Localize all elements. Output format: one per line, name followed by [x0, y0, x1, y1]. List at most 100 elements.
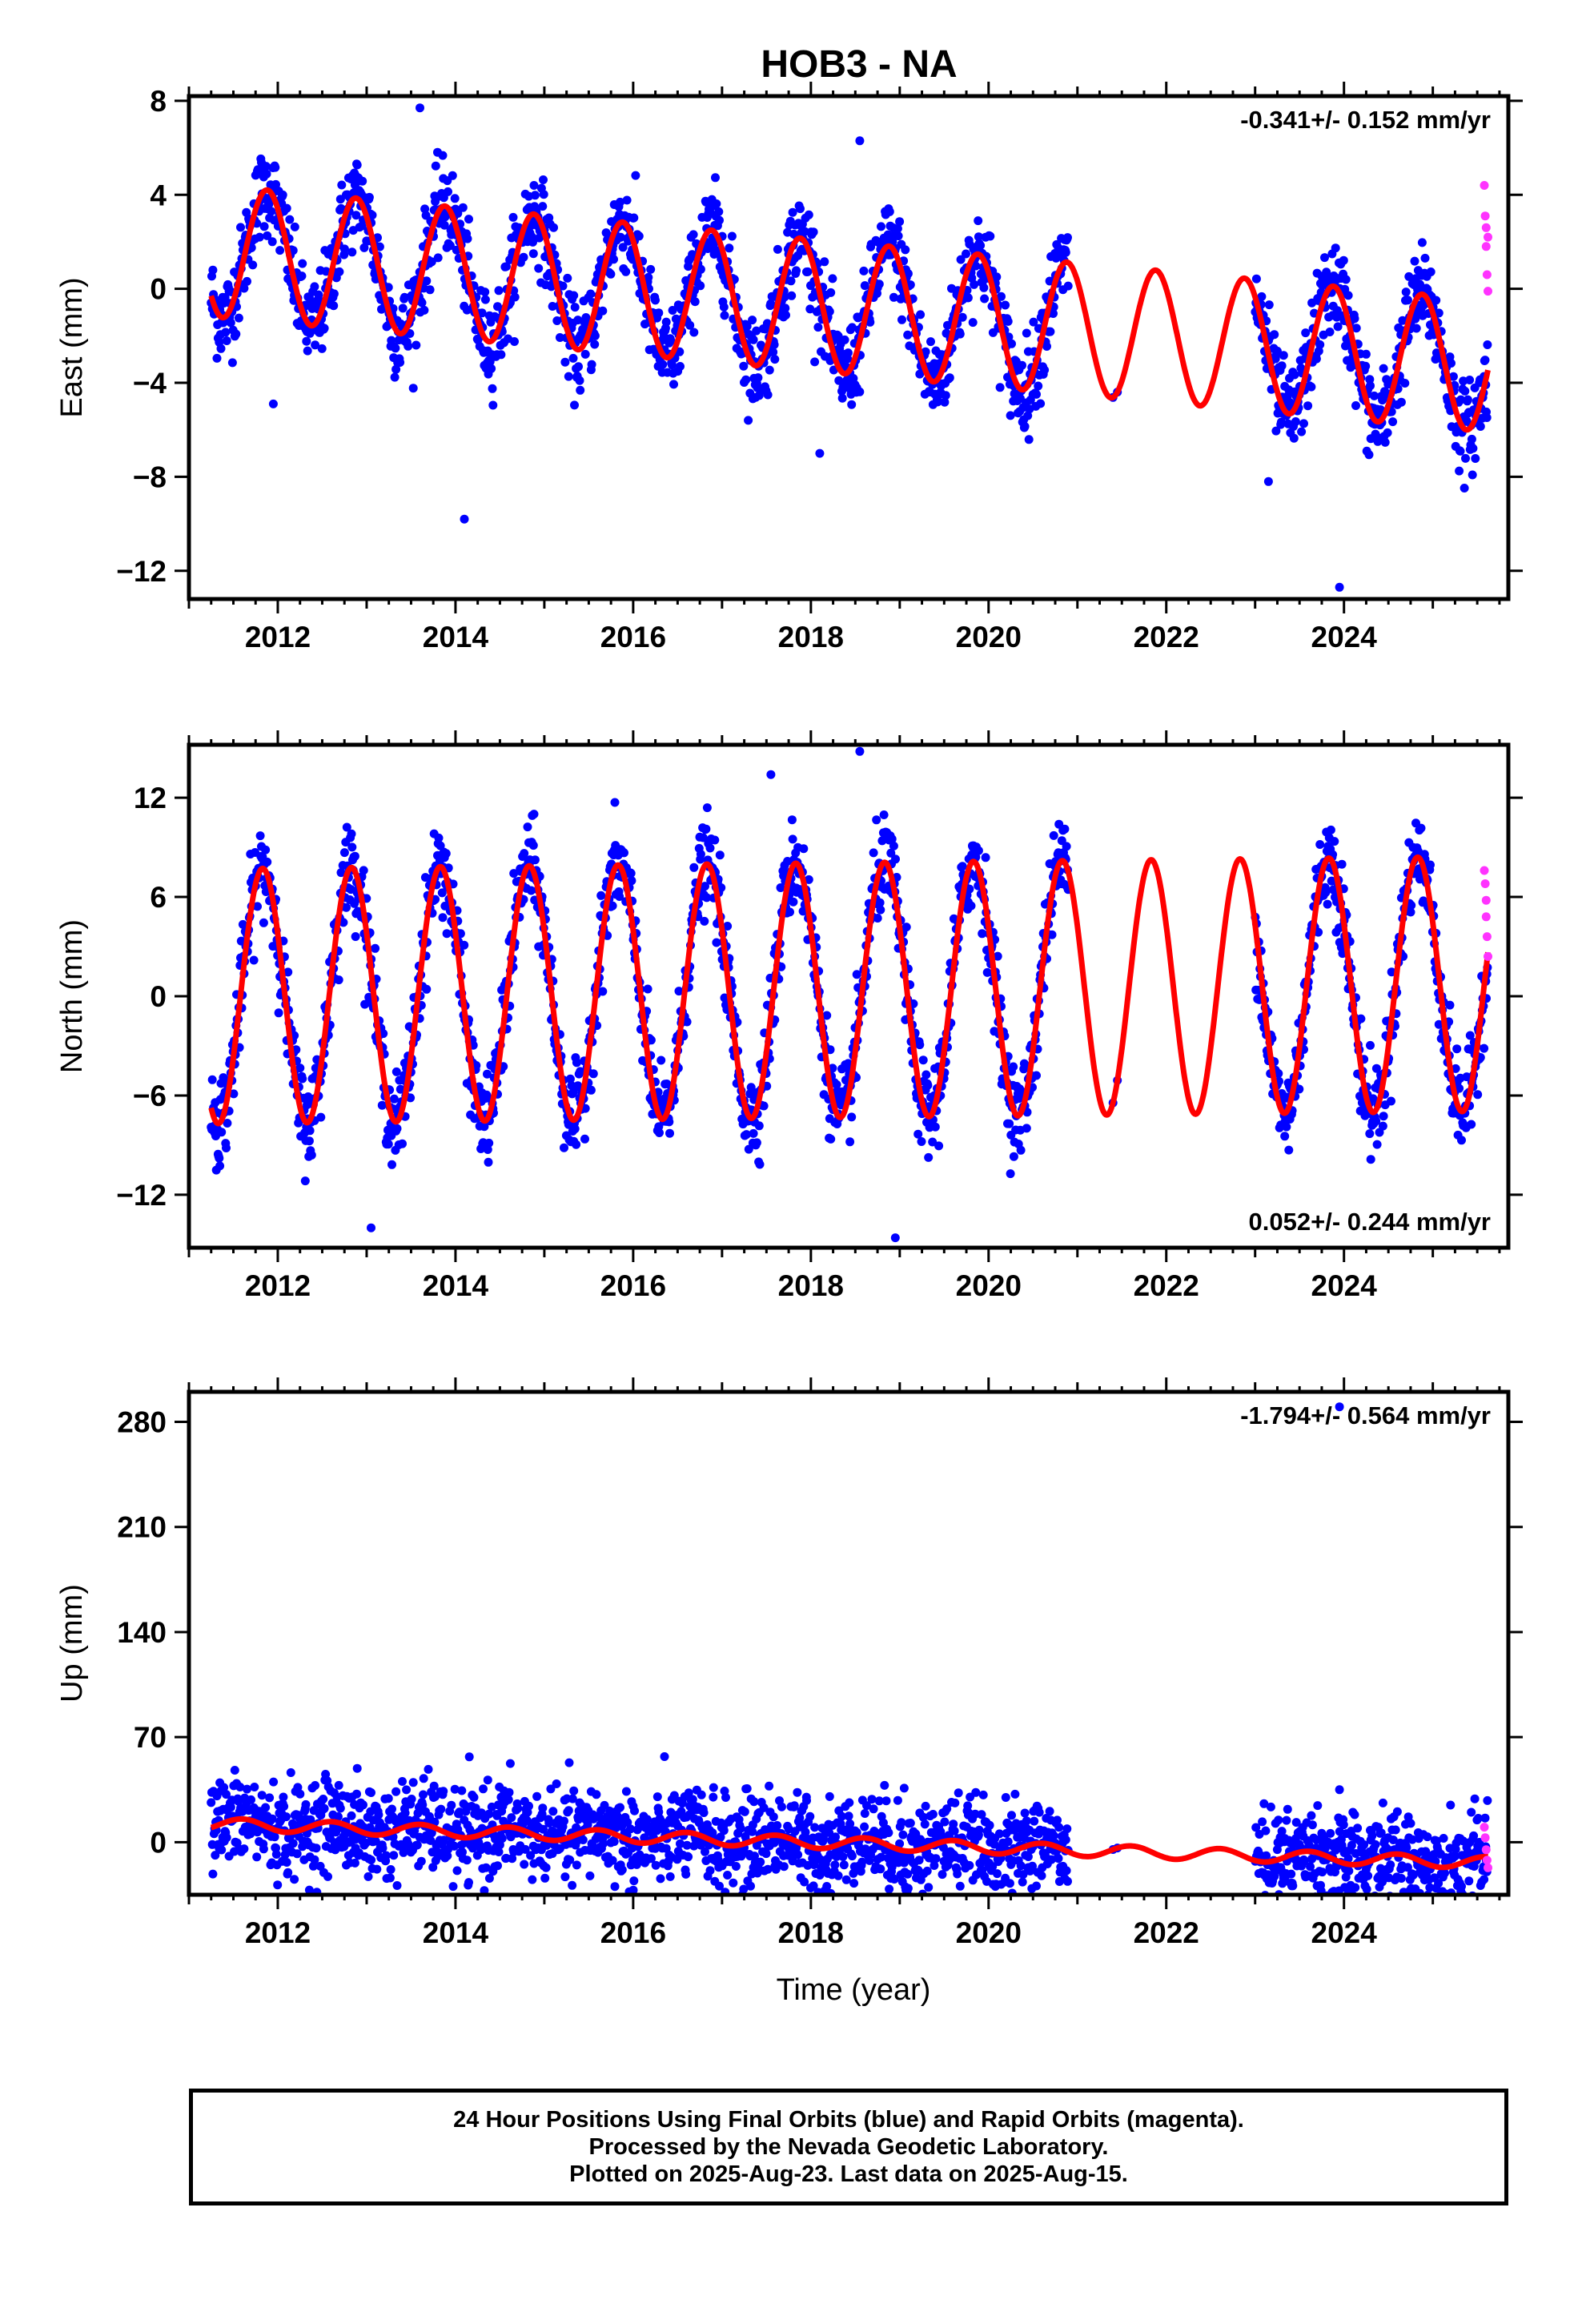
- data-point: [1034, 381, 1043, 391]
- data-point: [616, 1803, 624, 1812]
- data-point: [1271, 426, 1281, 436]
- data-point: [269, 1777, 279, 1787]
- data-point: [212, 353, 222, 363]
- data-point: [535, 233, 544, 243]
- data-point: [1333, 322, 1343, 332]
- north-final-points: [207, 746, 1492, 1243]
- data-point: [665, 1128, 674, 1138]
- data-point: [1365, 1129, 1375, 1139]
- data-point: [1005, 1119, 1014, 1128]
- data-point: [1411, 324, 1421, 333]
- data-point: [785, 907, 794, 917]
- data-point: [685, 320, 695, 330]
- data-point: [1400, 379, 1410, 388]
- data-point: [606, 269, 616, 279]
- data-point: [1468, 470, 1477, 480]
- data-point: [934, 1141, 944, 1151]
- data-point: [564, 1806, 573, 1815]
- data-point: [770, 355, 780, 364]
- data-point: [992, 272, 1002, 282]
- x-tick-label: 2022: [1134, 1269, 1199, 1302]
- data-point: [655, 1128, 664, 1137]
- data-point: [549, 223, 558, 232]
- data-point: [1420, 253, 1430, 263]
- data-point: [464, 215, 473, 224]
- y-tick-label: −8: [133, 460, 167, 493]
- data-point: [1007, 339, 1016, 348]
- data-point: [239, 1844, 249, 1854]
- data-point: [1325, 328, 1335, 336]
- data-point: [236, 223, 245, 232]
- data-point: [1061, 247, 1070, 257]
- data-point: [793, 1850, 803, 1860]
- data-point: [458, 203, 468, 212]
- rapid-point: [1481, 223, 1491, 232]
- data-point: [484, 1157, 493, 1167]
- data-point: [570, 303, 580, 312]
- data-point: [1339, 255, 1348, 265]
- data-point: [626, 869, 636, 878]
- data-point: [342, 903, 351, 912]
- data-point: [1463, 395, 1472, 404]
- data-point: [1284, 1145, 1294, 1155]
- data-point: [1290, 370, 1299, 380]
- data-point: [221, 328, 231, 337]
- data-point: [585, 1871, 595, 1880]
- east-y-axis: 840−4−8−12: [116, 85, 1523, 588]
- data-point: [986, 231, 995, 241]
- rapid-point: [1480, 181, 1489, 190]
- data-point: [520, 1860, 529, 1869]
- data-point: [1046, 327, 1055, 336]
- data-point: [1301, 328, 1311, 338]
- data-point: [1009, 1152, 1018, 1161]
- data-point: [958, 862, 967, 871]
- data-point: [371, 943, 380, 953]
- data-point: [217, 1128, 227, 1137]
- data-point: [1476, 422, 1485, 431]
- data-point: [720, 311, 729, 320]
- data-point: [526, 886, 536, 895]
- data-point: [352, 1763, 362, 1773]
- data-point: [1276, 417, 1286, 427]
- data-point: [1364, 450, 1374, 460]
- data-point: [1366, 1155, 1375, 1164]
- data-point: [528, 841, 538, 850]
- data-point: [587, 360, 596, 369]
- data-point: [1434, 308, 1443, 318]
- data-point: [359, 243, 369, 252]
- data-point: [1468, 444, 1478, 453]
- data-point: [339, 848, 349, 858]
- data-point: [742, 321, 752, 331]
- data-point: [1320, 253, 1329, 263]
- data-point: [555, 333, 564, 342]
- data-point: [441, 849, 451, 858]
- data-point: [796, 204, 805, 214]
- data-point: [578, 1835, 588, 1844]
- data-point: [347, 829, 356, 838]
- data-point: [519, 252, 528, 262]
- data-point: [847, 400, 857, 409]
- data-point: [719, 302, 729, 312]
- data-point: [1387, 1096, 1395, 1106]
- data-point: [568, 353, 578, 363]
- data-point: [1445, 1000, 1455, 1010]
- data-point: [962, 249, 970, 259]
- data-point: [288, 1839, 298, 1848]
- data-point: [574, 362, 583, 372]
- data-point: [434, 833, 444, 842]
- data-point: [1001, 300, 1010, 310]
- data-point: [590, 340, 600, 349]
- data-point: [1280, 1132, 1290, 1141]
- data-point: [243, 276, 251, 286]
- data-point: [438, 913, 448, 923]
- data-point: [1032, 389, 1041, 399]
- data-point: [847, 1852, 857, 1861]
- data-point: [627, 876, 636, 886]
- data-point: [1321, 887, 1331, 897]
- data-point: [646, 1035, 656, 1045]
- east-x-axis: 2012 2014 2016 2018 2020 2022 2024: [187, 82, 1501, 653]
- data-point: [839, 1860, 849, 1870]
- data-point: [1480, 1043, 1489, 1053]
- data-point: [642, 1815, 652, 1824]
- data-point: [208, 265, 218, 275]
